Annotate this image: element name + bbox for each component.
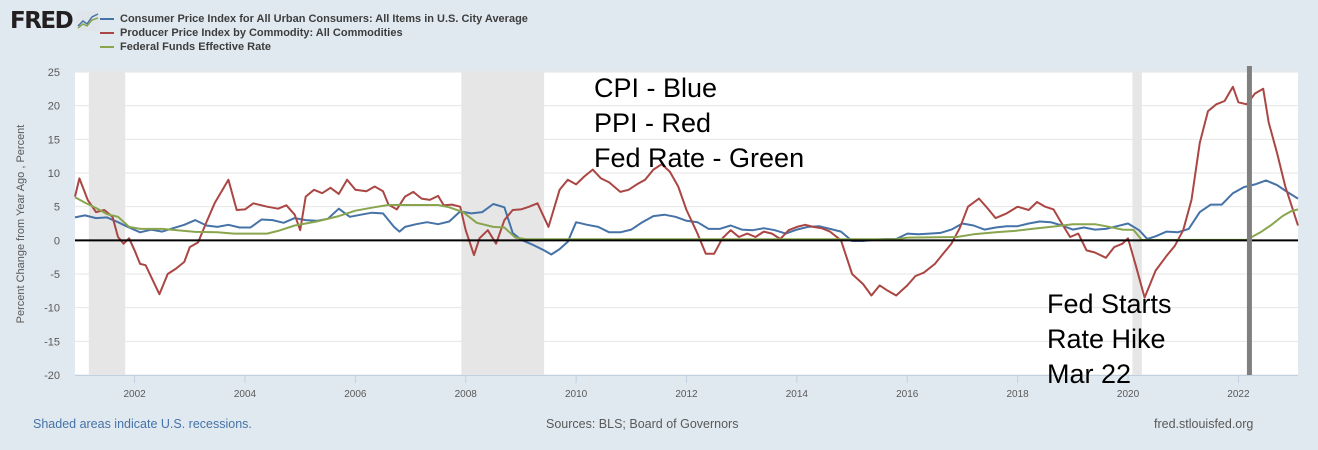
x-tick-label: 2010 bbox=[565, 389, 588, 400]
chart-legend: Consumer Price Index for All Urban Consu… bbox=[100, 12, 528, 54]
annotation-line-ppi: PPI - Red bbox=[594, 108, 712, 138]
y-axis-ticks: -20 -15 -10 -5 0 5 10 15 20 25 bbox=[44, 67, 60, 382]
x-tick-label: 2022 bbox=[1227, 389, 1250, 400]
site-link[interactable]: fred.stlouisfed.org bbox=[1154, 417, 1254, 431]
annotation-line-fed: Fed Rate - Green bbox=[594, 143, 805, 173]
x-tick-label: 2006 bbox=[344, 389, 367, 400]
legend-label-fed-funds: Federal Funds Effective Rate bbox=[120, 41, 271, 53]
x-tick-label: 2008 bbox=[455, 389, 478, 400]
recession-note-link[interactable]: Shaded areas indicate U.S. recessions. bbox=[33, 417, 252, 431]
y-tick-label: -15 bbox=[44, 336, 60, 348]
legend-label-ppi: Producer Price Index by Commodity: All C… bbox=[120, 27, 403, 39]
logo-text: FRED bbox=[10, 8, 74, 34]
annotation-line-3: Mar 22 bbox=[1047, 359, 1132, 389]
legend-swatch-fed-funds bbox=[100, 46, 114, 48]
x-tick-label: 2018 bbox=[1007, 389, 1030, 400]
series-line-cpi bbox=[74, 179, 1299, 256]
x-axis-ticks: 2002 2004 2006 2008 2010 2012 2014 2016 2018 2020… bbox=[75, 375, 1298, 400]
series-lines bbox=[74, 85, 1299, 299]
legend-swatch-ppi bbox=[100, 32, 114, 34]
legend-item-ppi[interactable]: Producer Price Index by Commodity: All C… bbox=[100, 26, 528, 40]
y-tick-label: 0 bbox=[54, 235, 60, 247]
x-tick-label: 2016 bbox=[896, 389, 919, 400]
annotation-line-cpi: CPI - Blue bbox=[594, 73, 718, 103]
x-tick-label: 2002 bbox=[123, 389, 146, 400]
rate-hike-annotation: Fed Starts Rate Hike Mar 22 bbox=[1047, 287, 1172, 392]
color-key-annotation: CPI - Blue PPI - Red Fed Rate - Green bbox=[594, 71, 804, 176]
recession-band bbox=[1132, 72, 1142, 375]
y-tick-label: 25 bbox=[48, 67, 60, 79]
sources-text: Sources: BLS; Board of Governors bbox=[546, 417, 739, 431]
annotation-line-2: Rate Hike bbox=[1047, 324, 1166, 354]
x-tick-label: 2012 bbox=[675, 389, 698, 400]
fred-logo[interactable]: FRED bbox=[10, 6, 101, 36]
legend-item-cpi[interactable]: Consumer Price Index for All Urban Consu… bbox=[100, 12, 528, 26]
y-tick-label: 10 bbox=[48, 168, 60, 180]
series-line-ppi bbox=[74, 85, 1299, 299]
y-axis-label: Percent Change from Year Ago , Percent bbox=[15, 125, 27, 324]
y-tick-label: 20 bbox=[48, 101, 60, 113]
legend-item-fed-funds[interactable]: Federal Funds Effective Rate bbox=[100, 40, 528, 54]
y-tick-label: 5 bbox=[54, 202, 60, 214]
x-tick-label: 2020 bbox=[1117, 389, 1140, 400]
series-line-fed-funds bbox=[74, 196, 1299, 241]
x-tick-label: 2004 bbox=[234, 389, 257, 400]
x-tick-label: 2014 bbox=[786, 389, 809, 400]
y-tick-label: 15 bbox=[48, 134, 60, 146]
legend-label-cpi: Consumer Price Index for All Urban Consu… bbox=[120, 13, 528, 25]
line-chart-icon bbox=[76, 11, 101, 31]
y-tick-label: -5 bbox=[50, 269, 60, 281]
y-tick-label: -10 bbox=[44, 303, 60, 315]
legend-swatch-cpi bbox=[100, 18, 114, 20]
y-tick-label: -20 bbox=[44, 370, 60, 382]
annotation-line-1: Fed Starts bbox=[1047, 289, 1172, 319]
